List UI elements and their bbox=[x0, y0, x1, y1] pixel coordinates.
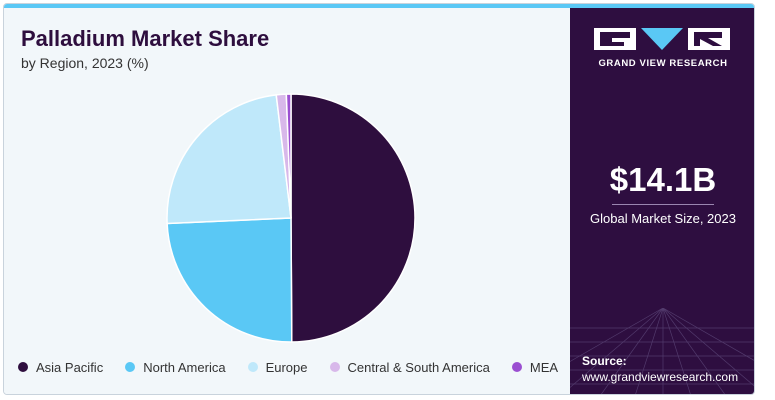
pie-slice-europe bbox=[166, 94, 292, 225]
source-label: Source: bbox=[582, 354, 627, 368]
legend-item: Asia Pacific bbox=[18, 360, 103, 375]
source-link[interactable]: www.grandviewresearch.com bbox=[582, 370, 739, 384]
accent-strip bbox=[4, 4, 754, 8]
pie-chart bbox=[166, 93, 416, 343]
gvr-logo-icon bbox=[594, 28, 730, 50]
legend-item: Europe bbox=[247, 359, 308, 375]
pie-slice-north-america bbox=[166, 217, 293, 343]
legend-swatch bbox=[247, 362, 258, 372]
chart-subtitle: by Region, 2023 (%) bbox=[21, 55, 149, 71]
legend-swatch bbox=[18, 362, 28, 372]
market-size-value: $14.1B bbox=[609, 161, 717, 198]
legend-swatch bbox=[329, 362, 340, 372]
legend-item: North America bbox=[125, 359, 226, 375]
source-note: Source: www.grandviewresearch.com bbox=[582, 353, 738, 385]
value-divider bbox=[612, 204, 714, 205]
sidebar: GRAND VIEW RESEARCH $14.1B Global Market… bbox=[570, 8, 754, 394]
legend-label: Asia Pacific bbox=[36, 359, 104, 375]
legend-label: MEA bbox=[529, 359, 559, 375]
legend-label: Europe bbox=[265, 359, 308, 375]
brand-name: GRAND VIEW RESEARCH bbox=[598, 58, 728, 69]
legend-label: North America bbox=[143, 359, 226, 375]
report-card: Palladium Market Share by Region, 2023 (… bbox=[3, 3, 755, 395]
decorative-grid bbox=[570, 308, 754, 394]
market-size-caption: Global Market Size, 2023 bbox=[590, 211, 736, 226]
pie-slice-asia-pacific bbox=[290, 93, 416, 343]
legend-swatch bbox=[125, 362, 136, 372]
chart-legend: Asia Pacific North America Europe Central &… bbox=[18, 357, 558, 377]
legend-item: Central & South America bbox=[329, 359, 490, 375]
legend-swatch bbox=[511, 362, 522, 372]
chart-panel: Palladium Market Share by Region, 2023 (… bbox=[4, 8, 570, 394]
pie-slice-mea bbox=[285, 93, 292, 219]
legend-label: Central & South America bbox=[347, 359, 490, 375]
chart-title: Palladium Market Share bbox=[21, 26, 270, 51]
legend-item: MEA bbox=[511, 359, 559, 375]
